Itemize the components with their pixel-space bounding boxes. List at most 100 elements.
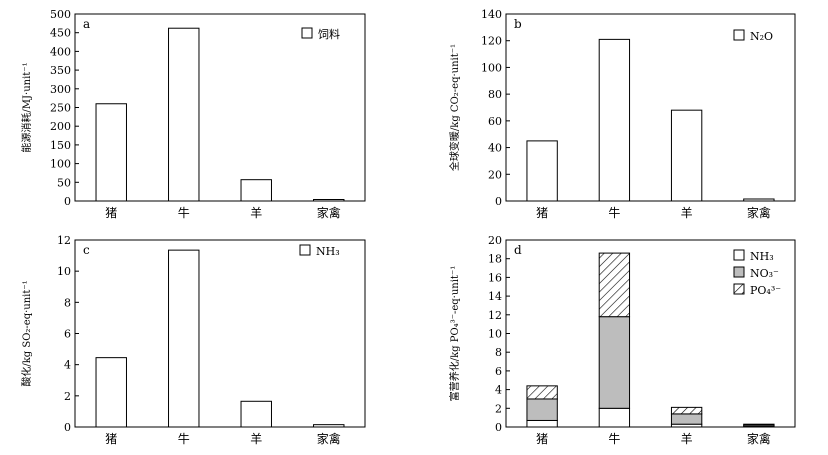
bar-a-2-0	[240, 179, 272, 202]
x-category-label: 猪	[536, 206, 548, 220]
bar-b-0-0	[526, 140, 558, 202]
y-tick-label: 250	[50, 102, 71, 115]
y-axis-label: 能源消耗/MJ·unit⁻¹	[20, 62, 33, 152]
legend-swatch	[733, 249, 745, 261]
x-category-label: 牛	[178, 431, 190, 446]
x-category-label: 羊	[250, 431, 262, 446]
y-tick-label: 8	[495, 346, 502, 359]
panel-letter: a	[83, 17, 90, 31]
y-tick-label: 14	[488, 290, 502, 303]
y-tick-label: 12	[57, 234, 71, 247]
x-category-label: 家禽	[317, 205, 341, 220]
y-tick-label: 2	[64, 390, 71, 403]
bar-d-1-2	[598, 252, 631, 318]
y-tick-label: 4	[495, 384, 502, 397]
x-category-label: 羊	[681, 431, 693, 446]
y-tick-label: 100	[50, 158, 71, 171]
y-tick-label: 0	[495, 195, 502, 208]
y-tick-label: 300	[50, 83, 71, 96]
legend-label: PO₄³⁻	[750, 284, 781, 297]
bar-c-3-0	[313, 424, 345, 428]
y-tick-label: 20	[488, 234, 502, 247]
bar-b-2-0	[670, 109, 703, 202]
y-tick-label: 0	[64, 195, 71, 208]
y-tick-label: 16	[488, 271, 502, 284]
y-tick-label: 12	[488, 309, 502, 322]
panel-letter: c	[83, 243, 90, 257]
y-tick-label: 50	[57, 176, 71, 189]
y-tick-label: 0	[495, 421, 502, 434]
bar-c-2-0	[240, 400, 272, 428]
bar-b-3-0	[743, 198, 775, 202]
y-tick-label: 60	[488, 115, 502, 128]
axes-frame	[505, 13, 796, 202]
y-axis-label: 全球变暖/kg CO₂-eq·unit⁻¹	[448, 44, 461, 171]
y-tick-label: 8	[64, 296, 71, 309]
y-tick-label: 10	[488, 328, 502, 341]
panel-c: 0 2 4 6 8 10 12 酸化/kg SO₂-eq·unit⁻¹ c 猪 牛 羊 家禽 NH₃	[20, 234, 366, 446]
legend-label: 饲料	[318, 27, 340, 41]
legend-label: N₂O	[750, 30, 773, 43]
x-category-label: 猪	[536, 432, 548, 446]
legend-label: NH₃	[316, 245, 340, 258]
y-tick-label: 100	[481, 61, 502, 74]
bar-c-1-0	[168, 249, 200, 428]
bar-d-0-1	[526, 398, 558, 421]
bar-c-0-0	[95, 357, 127, 428]
y-tick-label: 120	[481, 35, 502, 48]
y-axis-label: 富营养化/kg PO₄³⁻-eq·unit⁻¹	[448, 266, 461, 402]
panel-letter: d	[514, 243, 522, 257]
x-category-label: 家禽	[747, 205, 771, 220]
bar-a-0-0	[95, 103, 127, 202]
x-category-label: 家禽	[747, 431, 771, 446]
bar-d-1-0	[598, 407, 631, 428]
y-tick-label: 400	[50, 45, 71, 58]
bar-d-2-1	[670, 413, 703, 425]
y-tick-label: 0	[64, 421, 71, 434]
y-tick-label: 80	[488, 88, 502, 101]
panel-letter: b	[514, 17, 522, 31]
y-tick-label: 200	[50, 120, 71, 133]
y-tick-label: 140	[481, 8, 502, 21]
legend-swatch	[733, 266, 745, 278]
x-category-label: 牛	[608, 205, 620, 220]
y-tick-label: 6	[64, 328, 71, 341]
y-tick-label: 20	[488, 168, 502, 181]
y-axis-label: 酸化/kg SO₂-eq·unit⁻¹	[20, 280, 33, 386]
x-category-label: 羊	[681, 205, 693, 220]
bar-d-0-0	[526, 419, 558, 428]
y-tick-label: 4	[64, 359, 71, 372]
y-tick-label: 40	[488, 142, 502, 155]
bar-d-0-2	[526, 385, 558, 400]
bar-d-3-2	[743, 423, 775, 426]
y-tick-label: 18	[488, 253, 502, 266]
panel-a: 0 50 100 150 200 250 300 350 400 450 500 能源消耗/MJ·un…	[20, 8, 366, 220]
x-category-label: 羊	[250, 205, 262, 220]
y-tick-label: 450	[50, 27, 71, 40]
x-category-label: 牛	[608, 431, 620, 446]
panel-d: 0 2 4 6 8 10 12 14 16 18 20 富营养化/kg PO₄³⁻-eq·unit⁻¹…	[448, 234, 796, 446]
x-category-label: 猪	[105, 206, 117, 220]
legend-label: NH₃	[750, 250, 774, 263]
bar-a-3-0	[313, 199, 345, 202]
x-category-label: 家禽	[317, 431, 341, 446]
y-tick-label: 2	[495, 402, 502, 415]
x-category-label: 牛	[178, 205, 190, 220]
y-tick-label: 6	[495, 365, 502, 378]
legend-swatch	[299, 244, 311, 256]
legend-swatch	[733, 283, 745, 295]
y-tick-label: 10	[57, 265, 71, 278]
y-tick-label: 500	[50, 8, 71, 21]
bar-b-1-0	[598, 38, 631, 202]
bar-d-2-2	[670, 406, 703, 415]
y-tick-label: 150	[50, 139, 71, 152]
legend-swatch	[733, 29, 745, 41]
bar-a-1-0	[168, 27, 200, 202]
legend-swatch	[301, 27, 313, 39]
legend-label: NO₃⁻	[750, 267, 779, 280]
x-category-label: 猪	[105, 432, 117, 446]
panel-b: 0 20 40 60 80 100 120 140 全球变暖/kg CO₂-eq·unit⁻¹ b…	[448, 8, 796, 220]
bar-d-1-1	[598, 316, 631, 409]
y-tick-label: 350	[50, 64, 71, 77]
